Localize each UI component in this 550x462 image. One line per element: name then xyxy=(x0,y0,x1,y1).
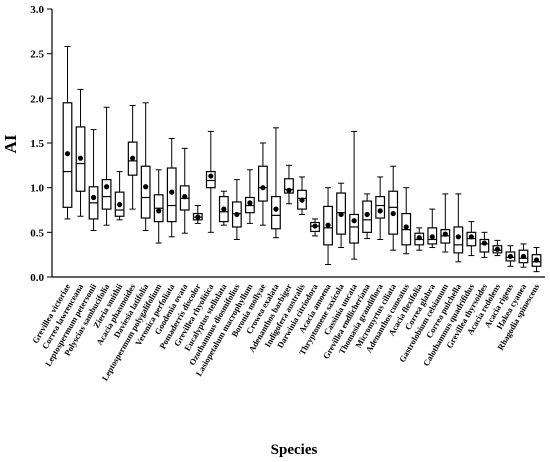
x-axis-title: Species xyxy=(271,442,318,458)
box-plot-item xyxy=(531,247,542,273)
mean-point xyxy=(468,234,474,240)
box-plot-item xyxy=(453,193,464,263)
iqr-box xyxy=(375,196,386,219)
y-tick-label: 1.0 xyxy=(30,183,44,195)
box-plot-item xyxy=(244,169,255,224)
y-tick-label: 0.5 xyxy=(30,227,44,239)
box-plot-item xyxy=(231,179,242,240)
iqr-box xyxy=(479,238,490,253)
iqr-box xyxy=(166,167,177,223)
mean-point xyxy=(195,214,201,220)
mean-point xyxy=(77,155,84,161)
mean-point xyxy=(273,206,279,212)
box-plot-item xyxy=(140,102,151,232)
box-plot-item xyxy=(323,187,333,265)
mean-point xyxy=(90,194,97,201)
iqr-box xyxy=(271,196,281,230)
mean-point xyxy=(520,253,527,260)
box-plot-item xyxy=(75,88,86,217)
mean-point xyxy=(442,231,448,237)
box-plot-item xyxy=(179,147,190,234)
iqr-box xyxy=(140,165,151,219)
box-plot-item xyxy=(271,127,281,239)
mean-point xyxy=(494,246,501,252)
box-plot-item xyxy=(127,104,138,210)
box-plot-item xyxy=(401,187,412,255)
y-tick-label: 2.5 xyxy=(30,49,44,61)
box-plot-item xyxy=(414,227,425,251)
box-series xyxy=(62,46,542,273)
iqr-box xyxy=(205,170,216,189)
mean-point xyxy=(117,202,123,208)
iqr-box xyxy=(101,179,112,210)
box-plot-item xyxy=(492,239,503,257)
box-plot-item xyxy=(388,165,399,251)
box-plot-item xyxy=(101,106,112,226)
y-tick-label: 1.5 xyxy=(30,138,44,150)
mean-point xyxy=(364,211,370,218)
mean-point xyxy=(299,197,305,203)
box-plot-item xyxy=(440,193,451,253)
box-plot-item xyxy=(349,130,360,260)
mean-point xyxy=(403,224,409,230)
box-plot-item xyxy=(205,130,216,233)
mean-point xyxy=(64,151,71,157)
box-plot-item xyxy=(375,176,386,240)
mean-point xyxy=(143,184,149,190)
mean-point xyxy=(169,189,175,195)
iqr-box xyxy=(258,165,268,202)
box-plot-item xyxy=(505,245,516,267)
mean-point xyxy=(247,200,253,206)
mean-point xyxy=(429,234,435,240)
mean-point xyxy=(338,211,344,218)
box-plot-item xyxy=(466,221,477,257)
mean-point xyxy=(286,187,292,193)
mean-point xyxy=(390,210,396,217)
box-plot-item xyxy=(192,205,203,224)
iqr-box xyxy=(284,178,294,194)
mean-point xyxy=(103,184,110,190)
box-plot-item xyxy=(336,182,346,249)
mean-point xyxy=(221,206,227,212)
y-tick-label: 3.0 xyxy=(30,4,44,16)
mean-point xyxy=(312,223,318,229)
y-axis-ticks: 0.0 0.5 1.0 1.5 2.0 2.5 3.0 xyxy=(30,4,52,284)
mean-point xyxy=(130,155,136,161)
mean-point xyxy=(234,211,240,218)
box-plot-item xyxy=(518,243,529,268)
mean-point xyxy=(377,208,383,214)
y-tick-label: 2.0 xyxy=(30,93,44,105)
box-plot-item xyxy=(479,231,490,258)
box-plot-item xyxy=(88,129,99,232)
mean-point xyxy=(533,257,540,263)
box-plot-item xyxy=(284,164,294,205)
mean-point xyxy=(416,235,422,241)
box-plot-item xyxy=(62,46,73,220)
box-plot-item xyxy=(114,171,125,221)
mean-point xyxy=(507,253,514,260)
mean-point xyxy=(208,173,214,179)
box-plot-item xyxy=(362,193,373,240)
box-plot-item xyxy=(218,190,229,226)
mean-point xyxy=(325,222,331,228)
mean-point xyxy=(182,194,188,200)
box-plot-item xyxy=(166,138,177,238)
y-axis-title: AI xyxy=(1,134,20,153)
box-plot-item xyxy=(153,169,164,244)
mean-point xyxy=(260,185,266,191)
mean-point xyxy=(455,234,461,240)
mean-point xyxy=(156,208,162,214)
box-plot-item xyxy=(297,176,307,215)
y-tick-label: 0.0 xyxy=(30,272,44,284)
iqr-box xyxy=(453,226,464,254)
box-plot-item xyxy=(258,142,268,226)
box-plot-item xyxy=(427,208,438,249)
box-plot-item xyxy=(310,218,320,237)
mean-point xyxy=(481,240,487,246)
iqr-box xyxy=(349,213,360,244)
mean-point xyxy=(351,218,357,224)
